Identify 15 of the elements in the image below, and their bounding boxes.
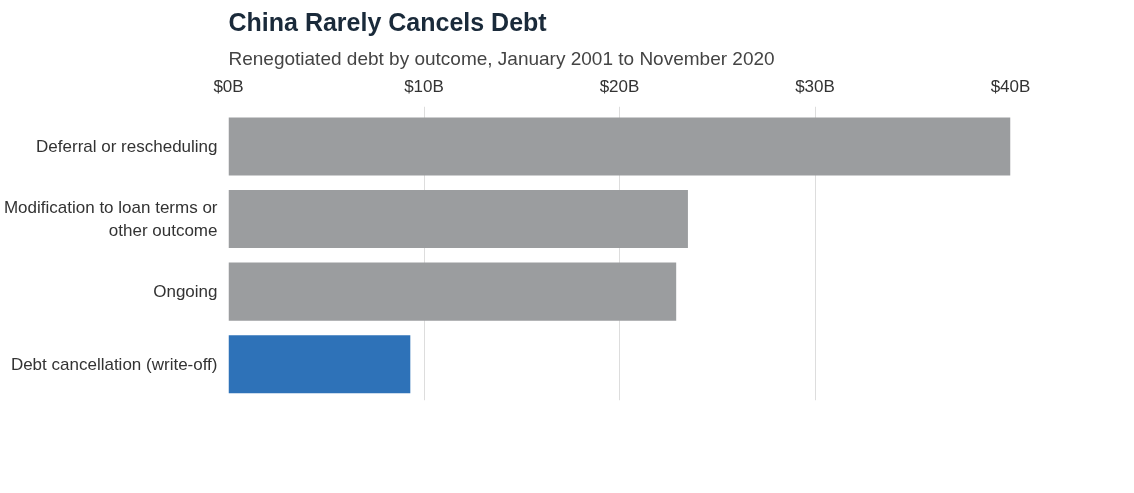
bar	[228, 262, 677, 321]
chart-subtitle: Renegotiated debt by outcome, January 2001 to November 2020	[228, 47, 775, 69]
y-tick-label: Deferral or rescheduling	[36, 136, 218, 156]
x-tick-label: $20B	[599, 76, 640, 96]
y-tick-label: Debt cancellation (write-off)	[10, 354, 218, 374]
y-tick-label: Modification to loan terms or other outcome	[3, 198, 218, 240]
x-tick-label: $10B	[404, 76, 444, 96]
x-tick-label: $0B	[213, 76, 244, 96]
bar	[228, 117, 1011, 176]
bar	[228, 189, 688, 249]
x-tick-label: $30B	[795, 76, 835, 96]
bar	[228, 335, 411, 394]
y-tick-label: Ongoing	[153, 282, 218, 302]
x-tick-label: $40B	[990, 76, 1031, 96]
chart-title: China Rarely Cancels Debt	[228, 7, 548, 36]
